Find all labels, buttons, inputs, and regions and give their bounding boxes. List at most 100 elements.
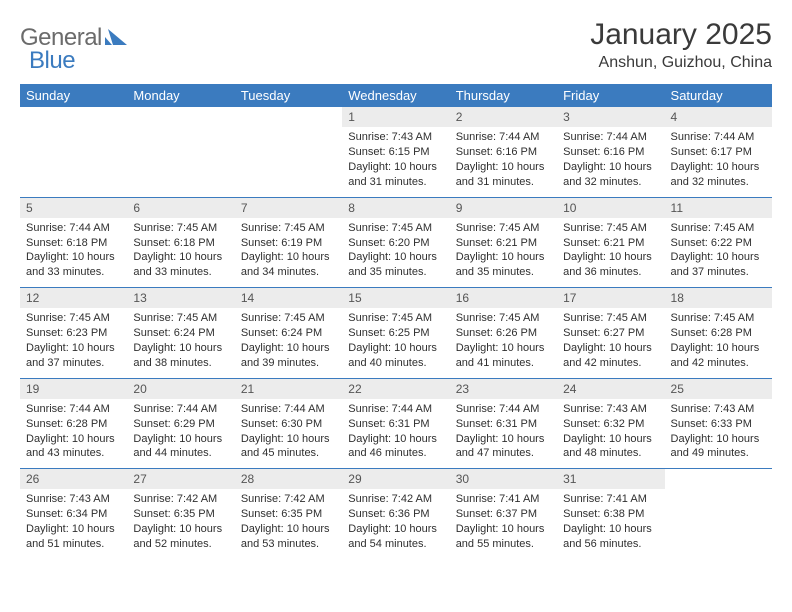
day-number: 6 bbox=[127, 198, 234, 218]
day-details: Sunrise: 7:45 AMSunset: 6:22 PMDaylight:… bbox=[665, 218, 772, 287]
day-details: Sunrise: 7:43 AMSunset: 6:15 PMDaylight:… bbox=[342, 127, 449, 196]
day-number: 31 bbox=[557, 469, 664, 489]
sunrise-text: Sunrise: 7:45 AM bbox=[456, 221, 551, 236]
day-details: Sunrise: 7:44 AMSunset: 6:17 PMDaylight:… bbox=[665, 127, 772, 196]
day-details: Sunrise: 7:42 AMSunset: 6:35 PMDaylight:… bbox=[235, 489, 342, 558]
sunset-text: Sunset: 6:29 PM bbox=[133, 417, 228, 432]
sunset-text: Sunset: 6:30 PM bbox=[241, 417, 336, 432]
day-details: Sunrise: 7:45 AMSunset: 6:21 PMDaylight:… bbox=[557, 218, 664, 287]
sunrise-text: Sunrise: 7:44 AM bbox=[26, 402, 121, 417]
calendar-cell: 21Sunrise: 7:44 AMSunset: 6:30 PMDayligh… bbox=[235, 378, 342, 469]
calendar-cell: 16Sunrise: 7:45 AMSunset: 6:26 PMDayligh… bbox=[450, 288, 557, 379]
sunset-text: Sunset: 6:24 PM bbox=[133, 326, 228, 341]
calendar-table: Sunday Monday Tuesday Wednesday Thursday… bbox=[20, 84, 772, 559]
sunrise-text: Sunrise: 7:43 AM bbox=[563, 402, 658, 417]
calendar-week-row: 1Sunrise: 7:43 AMSunset: 6:15 PMDaylight… bbox=[20, 107, 772, 197]
day-number: 29 bbox=[342, 469, 449, 489]
day-details: Sunrise: 7:44 AMSunset: 6:30 PMDaylight:… bbox=[235, 399, 342, 468]
day-number: 8 bbox=[342, 198, 449, 218]
daylight-text: Daylight: 10 hours and 34 minutes. bbox=[241, 250, 336, 280]
calendar-week-row: 19Sunrise: 7:44 AMSunset: 6:28 PMDayligh… bbox=[20, 378, 772, 469]
day-details: Sunrise: 7:45 AMSunset: 6:27 PMDaylight:… bbox=[557, 308, 664, 377]
sunrise-text: Sunrise: 7:45 AM bbox=[241, 311, 336, 326]
sunset-text: Sunset: 6:28 PM bbox=[26, 417, 121, 432]
calendar-cell: 5Sunrise: 7:44 AMSunset: 6:18 PMDaylight… bbox=[20, 197, 127, 288]
day-number: 3 bbox=[557, 107, 664, 127]
daylight-text: Daylight: 10 hours and 40 minutes. bbox=[348, 341, 443, 371]
day-number-empty bbox=[235, 107, 342, 127]
sunrise-text: Sunrise: 7:41 AM bbox=[563, 492, 658, 507]
calendar-cell: 3Sunrise: 7:44 AMSunset: 6:16 PMDaylight… bbox=[557, 107, 664, 197]
day-number: 30 bbox=[450, 469, 557, 489]
day-number: 5 bbox=[20, 198, 127, 218]
calendar-cell: 22Sunrise: 7:44 AMSunset: 6:31 PMDayligh… bbox=[342, 378, 449, 469]
calendar-cell: 11Sunrise: 7:45 AMSunset: 6:22 PMDayligh… bbox=[665, 197, 772, 288]
calendar-cell bbox=[127, 107, 234, 197]
sunset-text: Sunset: 6:32 PM bbox=[563, 417, 658, 432]
sunset-text: Sunset: 6:24 PM bbox=[241, 326, 336, 341]
day-details: Sunrise: 7:45 AMSunset: 6:25 PMDaylight:… bbox=[342, 308, 449, 377]
day-details: Sunrise: 7:42 AMSunset: 6:35 PMDaylight:… bbox=[127, 489, 234, 558]
day-details: Sunrise: 7:42 AMSunset: 6:36 PMDaylight:… bbox=[342, 489, 449, 558]
sunset-text: Sunset: 6:36 PM bbox=[348, 507, 443, 522]
weekday-header: Wednesday bbox=[342, 84, 449, 107]
daylight-text: Daylight: 10 hours and 42 minutes. bbox=[563, 341, 658, 371]
sunset-text: Sunset: 6:21 PM bbox=[563, 236, 658, 251]
sunrise-text: Sunrise: 7:44 AM bbox=[348, 402, 443, 417]
sunrise-text: Sunrise: 7:45 AM bbox=[671, 221, 766, 236]
day-number: 19 bbox=[20, 379, 127, 399]
calendar-cell: 14Sunrise: 7:45 AMSunset: 6:24 PMDayligh… bbox=[235, 288, 342, 379]
sunrise-text: Sunrise: 7:43 AM bbox=[671, 402, 766, 417]
sunset-text: Sunset: 6:20 PM bbox=[348, 236, 443, 251]
day-number: 9 bbox=[450, 198, 557, 218]
day-details: Sunrise: 7:45 AMSunset: 6:21 PMDaylight:… bbox=[450, 218, 557, 287]
sunrise-text: Sunrise: 7:44 AM bbox=[26, 221, 121, 236]
day-details: Sunrise: 7:41 AMSunset: 6:37 PMDaylight:… bbox=[450, 489, 557, 558]
daylight-text: Daylight: 10 hours and 42 minutes. bbox=[671, 341, 766, 371]
sunrise-text: Sunrise: 7:44 AM bbox=[133, 402, 228, 417]
location-subtitle: Anshun, Guizhou, China bbox=[590, 54, 772, 72]
calendar-cell: 29Sunrise: 7:42 AMSunset: 6:36 PMDayligh… bbox=[342, 469, 449, 559]
day-number: 12 bbox=[20, 288, 127, 308]
daylight-text: Daylight: 10 hours and 52 minutes. bbox=[133, 522, 228, 552]
day-details: Sunrise: 7:44 AMSunset: 6:31 PMDaylight:… bbox=[342, 399, 449, 468]
day-details: Sunrise: 7:45 AMSunset: 6:19 PMDaylight:… bbox=[235, 218, 342, 287]
weekday-header-row: Sunday Monday Tuesday Wednesday Thursday… bbox=[20, 84, 772, 107]
sunrise-text: Sunrise: 7:42 AM bbox=[133, 492, 228, 507]
daylight-text: Daylight: 10 hours and 44 minutes. bbox=[133, 432, 228, 462]
daylight-text: Daylight: 10 hours and 31 minutes. bbox=[456, 160, 551, 190]
calendar-cell: 18Sunrise: 7:45 AMSunset: 6:28 PMDayligh… bbox=[665, 288, 772, 379]
daylight-text: Daylight: 10 hours and 37 minutes. bbox=[26, 341, 121, 371]
day-details: Sunrise: 7:45 AMSunset: 6:23 PMDaylight:… bbox=[20, 308, 127, 377]
day-details: Sunrise: 7:43 AMSunset: 6:32 PMDaylight:… bbox=[557, 399, 664, 468]
calendar-cell: 10Sunrise: 7:45 AMSunset: 6:21 PMDayligh… bbox=[557, 197, 664, 288]
flag-icon bbox=[105, 27, 127, 50]
daylight-text: Daylight: 10 hours and 46 minutes. bbox=[348, 432, 443, 462]
calendar-cell: 20Sunrise: 7:44 AMSunset: 6:29 PMDayligh… bbox=[127, 378, 234, 469]
day-details: Sunrise: 7:41 AMSunset: 6:38 PMDaylight:… bbox=[557, 489, 664, 558]
day-number: 24 bbox=[557, 379, 664, 399]
sunset-text: Sunset: 6:17 PM bbox=[671, 145, 766, 160]
day-details: Sunrise: 7:44 AMSunset: 6:29 PMDaylight:… bbox=[127, 399, 234, 468]
sunset-text: Sunset: 6:27 PM bbox=[563, 326, 658, 341]
sunrise-text: Sunrise: 7:41 AM bbox=[456, 492, 551, 507]
sunset-text: Sunset: 6:16 PM bbox=[563, 145, 658, 160]
sunset-text: Sunset: 6:33 PM bbox=[671, 417, 766, 432]
day-details: Sunrise: 7:43 AMSunset: 6:33 PMDaylight:… bbox=[665, 399, 772, 468]
day-number: 16 bbox=[450, 288, 557, 308]
sunset-text: Sunset: 6:18 PM bbox=[133, 236, 228, 251]
day-details: Sunrise: 7:44 AMSunset: 6:16 PMDaylight:… bbox=[450, 127, 557, 196]
daylight-text: Daylight: 10 hours and 31 minutes. bbox=[348, 160, 443, 190]
day-details: Sunrise: 7:45 AMSunset: 6:26 PMDaylight:… bbox=[450, 308, 557, 377]
calendar-cell: 28Sunrise: 7:42 AMSunset: 6:35 PMDayligh… bbox=[235, 469, 342, 559]
day-details: Sunrise: 7:45 AMSunset: 6:24 PMDaylight:… bbox=[235, 308, 342, 377]
day-details: Sunrise: 7:44 AMSunset: 6:31 PMDaylight:… bbox=[450, 399, 557, 468]
calendar-cell: 7Sunrise: 7:45 AMSunset: 6:19 PMDaylight… bbox=[235, 197, 342, 288]
day-number-empty bbox=[127, 107, 234, 127]
day-details: Sunrise: 7:45 AMSunset: 6:20 PMDaylight:… bbox=[342, 218, 449, 287]
calendar-week-row: 5 Sunrise: 7:44 AM Sunset: 6:18 PM Daylight… bbox=[20, 197, 772, 288]
sunset-text: Sunset: 6:23 PM bbox=[26, 326, 121, 341]
day-number: 18 bbox=[665, 288, 772, 308]
calendar-cell: 23Sunrise: 7:44 AMSunset: 6:31 PMDayligh… bbox=[450, 378, 557, 469]
sunrise-text: Sunrise: 7:44 AM bbox=[456, 402, 551, 417]
